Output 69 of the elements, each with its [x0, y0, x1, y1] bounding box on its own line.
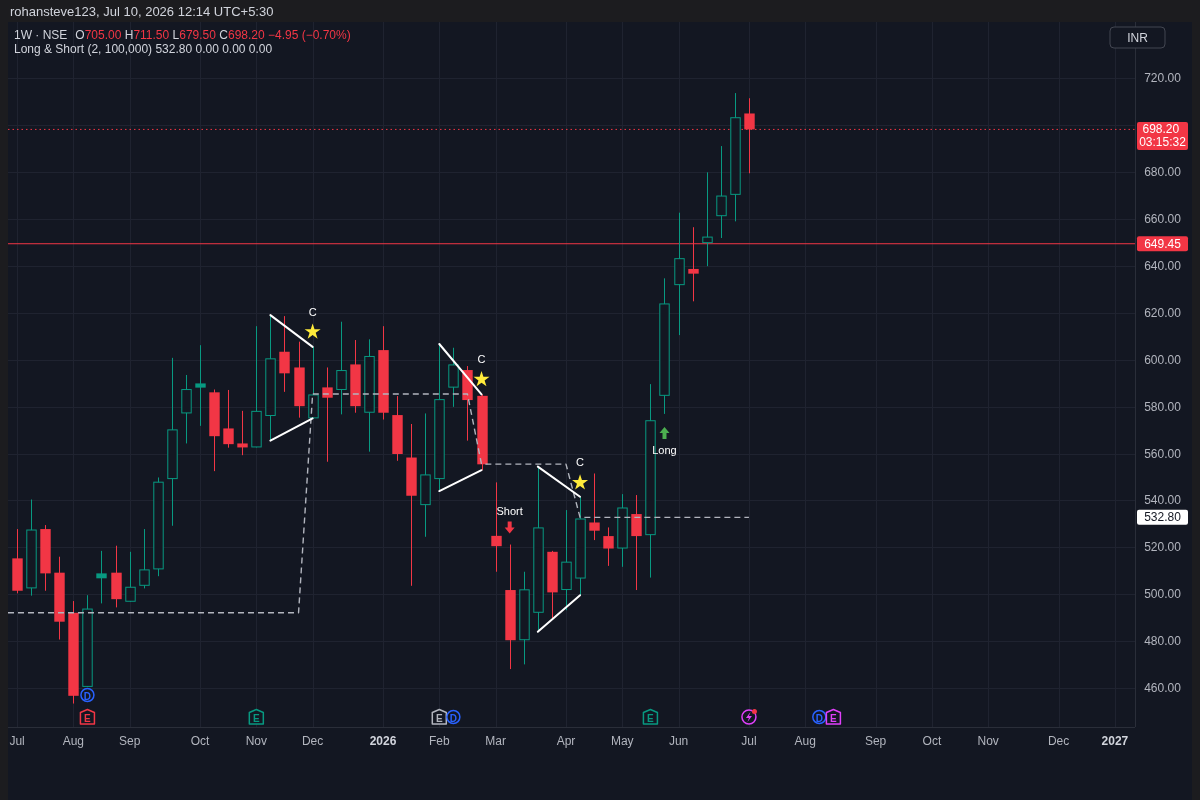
x-tick-label: Feb — [428, 734, 450, 748]
x-tick-label: Jul — [741, 734, 757, 748]
annotation: Short — [496, 504, 523, 517]
x-tick-label: Aug — [794, 734, 816, 748]
x-tick-label: Dec — [301, 734, 324, 748]
candlestick — [716, 145, 727, 239]
annotation: Long & Short (2, 100,000) 532.80 0.00 0.00 0.00 — [14, 42, 273, 56]
x-tick-label: Sep — [864, 734, 887, 748]
candlestick — [279, 315, 290, 393]
candlestick — [589, 472, 600, 541]
y-tick-label: 520.00 — [1144, 540, 1182, 555]
candlestick — [181, 374, 192, 444]
x-tick-label: Nov — [977, 734, 999, 748]
text: rohansteve123, Jul 10, 2026 12:14 UTC+5:30 — [10, 3, 274, 19]
y-tick-label: 640.00 — [1144, 258, 1182, 273]
candlestick — [322, 366, 333, 463]
annotation: C — [576, 455, 585, 468]
y-tick-label: 580.00 — [1144, 399, 1182, 414]
annotation: D — [449, 712, 457, 723]
candlestick — [223, 389, 234, 449]
candlestick — [96, 550, 107, 604]
y-tick-label: 560.00 — [1144, 446, 1182, 461]
candlestick — [448, 347, 459, 408]
annotation: E — [435, 712, 443, 723]
y-tick-label: 660.00 — [1144, 212, 1182, 227]
x-tick-label: Nov — [245, 734, 267, 748]
annotation: C — [477, 353, 486, 366]
annotation: D — [815, 712, 823, 723]
x-tick-label: Aug — [62, 734, 85, 748]
annotation: C — [308, 305, 317, 318]
y-tick-label: 460.00 — [1144, 681, 1182, 696]
y-tick-label: 500.00 — [1144, 587, 1182, 602]
y-tick-label: 680.00 — [1144, 165, 1182, 180]
x-tick-label: Sep — [118, 734, 141, 748]
candlestick — [702, 171, 713, 267]
text: 532.80 — [1144, 510, 1182, 525]
x-tick-label: Dec — [1047, 734, 1070, 748]
candlestick — [125, 551, 136, 603]
y-tick-label: 720.00 — [1144, 71, 1182, 86]
y-tick-label: 600.00 — [1144, 352, 1182, 367]
line-series — [7, 393, 750, 614]
annotation: E — [252, 712, 260, 723]
annotation: E — [84, 712, 92, 723]
candlestick — [139, 528, 150, 589]
ref-line-label: 649.45 — [1144, 236, 1182, 251]
candlestick — [631, 494, 642, 591]
annotation: Long — [652, 443, 677, 456]
y-tick-label: 620.00 — [1144, 305, 1182, 320]
x-tick-label: 2026 — [369, 734, 397, 748]
y-tick-label: 540.00 — [1144, 493, 1182, 508]
candlestick — [603, 526, 614, 567]
candlestick — [336, 321, 347, 415]
x-tick-label: Apr — [556, 734, 576, 748]
x-tick-label: Jul — [9, 734, 25, 748]
candlestick — [195, 344, 206, 427]
candlestick — [308, 346, 319, 419]
annotation: O705.00 H711.50 L679.50 C698.20 −4.95 (−0.70%) — [75, 28, 351, 42]
x-tick-label: May — [610, 734, 634, 748]
candlestick — [237, 410, 248, 456]
annotation: E — [830, 712, 838, 723]
text: 1W · NSE — [14, 28, 68, 42]
x-tick-label: Oct — [190, 734, 211, 748]
x-tick-label: Oct — [922, 734, 942, 748]
y-axis-title: INR — [1127, 30, 1149, 45]
x-tick-label: Mar — [485, 734, 506, 748]
annotation: E — [647, 712, 655, 723]
y-tick-label: 480.00 — [1144, 634, 1182, 649]
x-tick-label: Jun — [668, 734, 689, 748]
x-tick-label: 2027 — [1101, 734, 1129, 748]
